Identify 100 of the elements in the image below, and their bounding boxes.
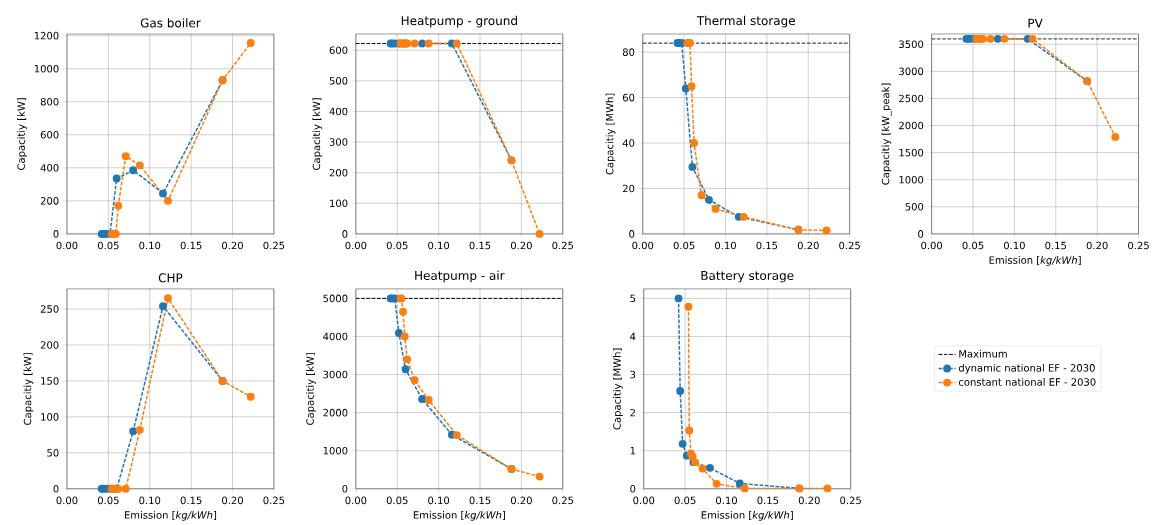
y-tick-label: 4000 xyxy=(323,332,348,341)
x-tick-label: 0.10 xyxy=(428,241,450,250)
chart-title: CHP xyxy=(158,273,183,283)
x-tick-label: 0.10 xyxy=(139,496,161,505)
chart-title: Heatpump - air xyxy=(415,270,505,283)
y-tick-label: 5 xyxy=(630,294,636,303)
y-tick-label: 250 xyxy=(40,305,59,313)
x-axis-title: Emission [kg/kWh] xyxy=(413,511,505,521)
legend-label: dynamic national EF - 2030 xyxy=(958,364,1095,374)
y-tick-label: 600 xyxy=(40,131,59,139)
x-tick-label: 0.25 xyxy=(840,496,861,505)
y-tick-label: 1200 xyxy=(34,31,59,40)
x-tick-label: 0.20 xyxy=(510,241,532,250)
x-tick-label: 0.25 xyxy=(263,496,285,505)
y-tick-label: 200 xyxy=(40,197,59,205)
y-tick-label: 100 xyxy=(41,413,59,421)
x-tick-label: 0.05 xyxy=(97,241,119,250)
y-tick-label: 80 xyxy=(622,48,635,57)
x-tick-label: 0.00 xyxy=(56,241,78,250)
y-tick-label: 1000 xyxy=(899,176,924,184)
x-tick-label: 0.15 xyxy=(180,241,202,250)
y-tick-label: 2000 xyxy=(899,121,924,130)
x-tick-label: 0.15 xyxy=(757,496,779,505)
y-tick-label: 40 xyxy=(622,139,635,147)
x-tick-label: 0.00 xyxy=(345,241,367,250)
legend-label: Maximum xyxy=(959,349,1007,358)
x-tick-label: 0.00 xyxy=(633,496,655,505)
y-tick-label: 800 xyxy=(40,98,59,106)
x-tick-label: 0.20 xyxy=(1086,241,1108,250)
x-tick-label: 0.05 xyxy=(674,496,696,505)
y-axis-title: Capacitiy [MWh] xyxy=(613,348,623,430)
y-tick-label: 4 xyxy=(630,332,636,341)
y-tick-label: 0 xyxy=(342,485,348,493)
x-tick-label: 0.20 xyxy=(798,496,820,505)
x-tick-label: 0.10 xyxy=(428,496,450,505)
legend-label: constant national EF - 2030 xyxy=(958,378,1096,386)
x-axis-title: Emission [kg/kWh] xyxy=(124,511,217,521)
x-tick-label: 0.15 xyxy=(469,496,491,505)
y-tick-label: 400 xyxy=(40,164,59,172)
x-axis-title: Emission [kg/kWh] xyxy=(701,511,793,521)
y-tick-label: 100 xyxy=(330,199,348,208)
x-tick-label: 0.25 xyxy=(1128,241,1149,250)
y-tick-label: 0 xyxy=(53,485,59,493)
x-tick-label: 0.15 xyxy=(469,241,491,250)
y-axis-title: Capacitiy [kW] xyxy=(17,98,27,171)
x-tick-label: 0.00 xyxy=(56,496,78,505)
x-tick-label: 0.05 xyxy=(386,241,408,250)
x-tick-label: 0.15 xyxy=(1045,241,1067,250)
y-tick-label: 0 xyxy=(918,230,924,238)
chart-title: Thermal storage xyxy=(696,15,795,28)
x-tick-label: 0.10 xyxy=(716,496,737,505)
x-tick-label: 0.10 xyxy=(139,241,161,250)
y-tick-label: 2000 xyxy=(323,408,348,417)
x-tick-label: 0.00 xyxy=(921,241,943,250)
x-tick-label: 0.20 xyxy=(797,241,819,250)
y-tick-label: 200 xyxy=(329,168,348,177)
y-tick-label: 1000 xyxy=(323,447,348,455)
x-tick-label: 0.10 xyxy=(1003,241,1025,250)
y-axis-title: Capacitiy [kW] xyxy=(312,98,323,171)
y-axis-title: Capacitiy [kW] xyxy=(306,353,316,425)
x-tick-label: 0.20 xyxy=(510,496,532,505)
y-tick-label: 2 xyxy=(630,409,635,417)
y-tick-label: 400 xyxy=(329,107,348,116)
y-tick-label: 1 xyxy=(630,447,636,455)
x-axis-title: Emission [kg/kWh] xyxy=(989,256,1081,266)
x-tick-label: 0.05 xyxy=(673,241,695,250)
y-tick-label: 3000 xyxy=(323,370,348,379)
x-tick-label: 0.25 xyxy=(552,241,574,250)
y-tick-label: 1500 xyxy=(899,148,924,157)
y-tick-label: 50 xyxy=(47,449,59,457)
y-tick-label: 500 xyxy=(329,77,348,85)
y-tick-label: 1000 xyxy=(34,64,59,73)
x-tick-label: 0.15 xyxy=(756,241,778,250)
y-axis-title: Capacitiy [kW_peak] xyxy=(881,83,892,185)
y-axis-title: Capacitiy [MWh] xyxy=(605,93,616,175)
chart-title: Battery storage xyxy=(701,271,794,283)
chart-title: Heatpump - ground xyxy=(401,15,517,28)
y-tick-label: 300 xyxy=(329,138,348,146)
y-tick-label: 0 xyxy=(630,485,636,493)
y-tick-label: 0 xyxy=(53,230,59,238)
x-tick-label: 0.25 xyxy=(263,241,285,250)
x-tick-label: 0.05 xyxy=(962,241,984,250)
y-tick-label: 2500 xyxy=(899,94,924,103)
x-tick-label: 0.15 xyxy=(180,496,202,505)
y-axis-title: Capacitiy [kW] xyxy=(23,353,34,425)
x-tick-label: 0.05 xyxy=(97,496,119,505)
x-tick-label: 0.10 xyxy=(715,241,736,250)
x-tick-label: 0.25 xyxy=(839,241,860,250)
x-tick-label: 0.25 xyxy=(552,496,574,505)
x-tick-label: 0.00 xyxy=(632,241,654,250)
y-tick-label: 0 xyxy=(629,230,635,238)
y-tick-label: 150 xyxy=(41,377,59,385)
y-tick-label: 3 xyxy=(630,370,636,379)
x-tick-label: 0.05 xyxy=(386,496,408,505)
y-tick-label: 500 xyxy=(905,203,924,211)
y-tick-label: 20 xyxy=(622,184,635,193)
x-tick-label: 0.00 xyxy=(345,496,367,505)
y-tick-label: 3000 xyxy=(899,67,924,76)
chart-title: Gas boiler xyxy=(140,18,201,28)
chart-title: PV xyxy=(1028,18,1043,28)
